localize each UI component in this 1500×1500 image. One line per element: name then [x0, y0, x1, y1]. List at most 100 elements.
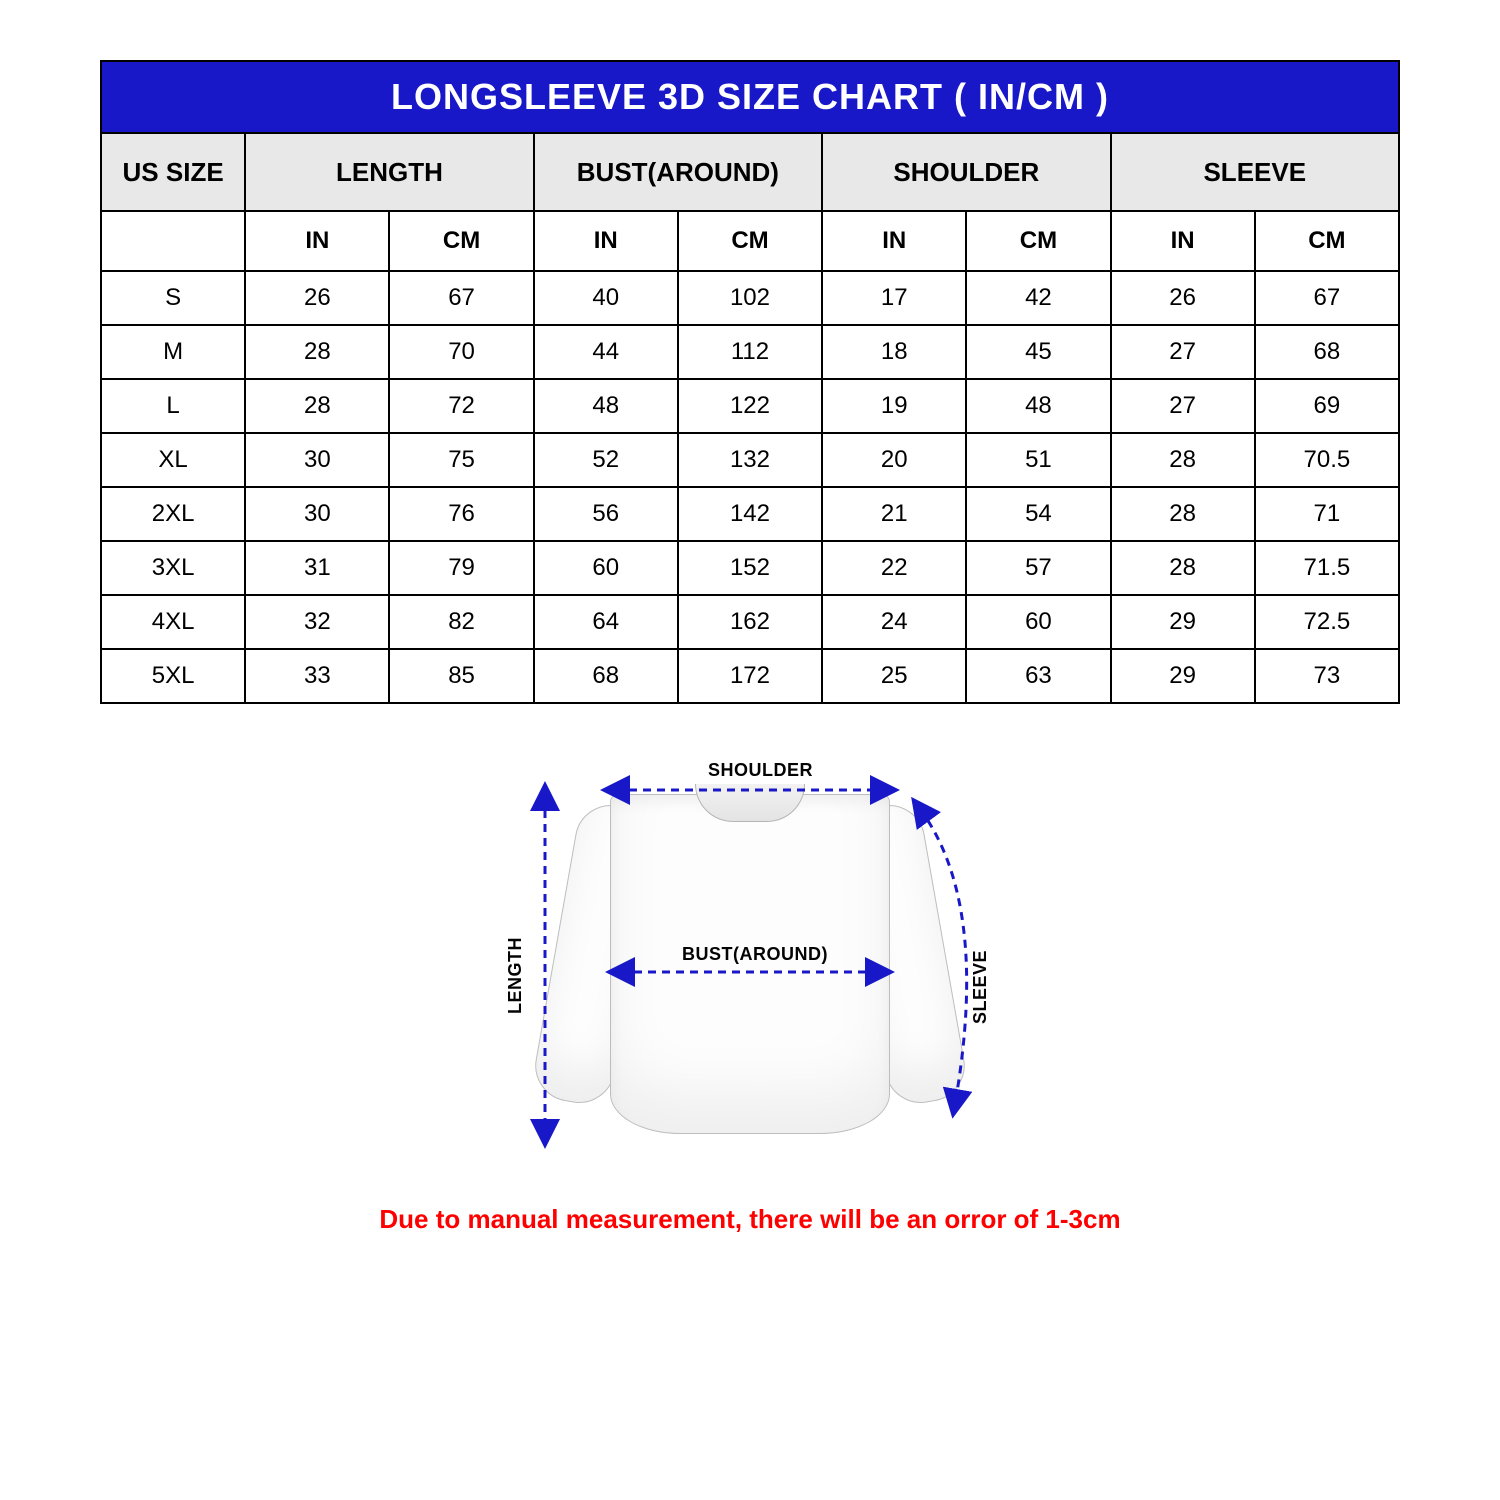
- table-cell: 76: [389, 487, 533, 541]
- table-cell: 142: [678, 487, 822, 541]
- table-cell: 31: [245, 541, 389, 595]
- table-cell: 71: [1255, 487, 1399, 541]
- label-length: LENGTH: [505, 937, 526, 1014]
- table-cell: M: [101, 325, 245, 379]
- table-cell: 48: [966, 379, 1110, 433]
- table-row: XL30755213220512870.5: [101, 433, 1399, 487]
- table-cell: 72.5: [1255, 595, 1399, 649]
- col-header: SHOULDER: [822, 133, 1110, 211]
- table-cell: 57: [966, 541, 1110, 595]
- table-cell: 71.5: [1255, 541, 1399, 595]
- shirt-diagram: SHOULDER BUST(AROUND) LENGTH SLEEVE: [100, 754, 1400, 1174]
- table-cell: 69: [1255, 379, 1399, 433]
- table-cell: 70.5: [1255, 433, 1399, 487]
- unit-header: [101, 211, 245, 271]
- table-cell: 30: [245, 487, 389, 541]
- table-cell: 68: [534, 649, 678, 703]
- table-row: S26674010217422667: [101, 271, 1399, 325]
- label-shoulder: SHOULDER: [708, 760, 813, 781]
- unit-header: IN: [1111, 211, 1255, 271]
- table-cell: 32: [245, 595, 389, 649]
- table-cell: 29: [1111, 595, 1255, 649]
- table-cell: 28: [1111, 541, 1255, 595]
- table-cell: 5XL: [101, 649, 245, 703]
- table-cell: 48: [534, 379, 678, 433]
- table-cell: 162: [678, 595, 822, 649]
- label-sleeve: SLEEVE: [970, 950, 991, 1024]
- table-cell: 26: [1111, 271, 1255, 325]
- table-row: L28724812219482769: [101, 379, 1399, 433]
- table-cell: 75: [389, 433, 533, 487]
- unit-header: IN: [245, 211, 389, 271]
- table-cell: 24: [822, 595, 966, 649]
- table-cell: 122: [678, 379, 822, 433]
- table-cell: 28: [1111, 433, 1255, 487]
- table-cell: 29: [1111, 649, 1255, 703]
- table-cell: 17: [822, 271, 966, 325]
- table-cell: 60: [966, 595, 1110, 649]
- table-cell: XL: [101, 433, 245, 487]
- table-cell: 56: [534, 487, 678, 541]
- table-cell: 85: [389, 649, 533, 703]
- table-body: S26674010217422667M28704411218452768L287…: [101, 271, 1399, 703]
- table-cell: 25: [822, 649, 966, 703]
- table-cell: 67: [389, 271, 533, 325]
- table-cell: 18: [822, 325, 966, 379]
- table-cell: 44: [534, 325, 678, 379]
- chart-title: LONGSLEEVE 3D SIZE CHART ( IN/CM ): [100, 60, 1400, 132]
- table-cell: 28: [245, 379, 389, 433]
- table-cell: 79: [389, 541, 533, 595]
- table-cell: 73: [1255, 649, 1399, 703]
- col-header: US SIZE: [101, 133, 245, 211]
- table-cell: 20: [822, 433, 966, 487]
- table-cell: 30: [245, 433, 389, 487]
- table-row: M28704411218452768: [101, 325, 1399, 379]
- table-cell: 4XL: [101, 595, 245, 649]
- table-cell: 22: [822, 541, 966, 595]
- table-cell: 2XL: [101, 487, 245, 541]
- col-header: BUST(AROUND): [534, 133, 822, 211]
- table-cell: 152: [678, 541, 822, 595]
- table-cell: 27: [1111, 379, 1255, 433]
- table-cell: 82: [389, 595, 533, 649]
- col-header: SLEEVE: [1111, 133, 1399, 211]
- measurement-note: Due to manual measurement, there will be…: [100, 1204, 1400, 1235]
- table-cell: 70: [389, 325, 533, 379]
- table-cell: 21: [822, 487, 966, 541]
- table-row: 2XL30765614221542871: [101, 487, 1399, 541]
- table-cell: 26: [245, 271, 389, 325]
- table-cell: 132: [678, 433, 822, 487]
- unit-header: IN: [822, 211, 966, 271]
- col-header: LENGTH: [245, 133, 533, 211]
- table-row: 3XL31796015222572871.5: [101, 541, 1399, 595]
- unit-header: IN: [534, 211, 678, 271]
- table-cell: 40: [534, 271, 678, 325]
- table-cell: 52: [534, 433, 678, 487]
- table-cell: 51: [966, 433, 1110, 487]
- table-cell: 72: [389, 379, 533, 433]
- table-cell: 54: [966, 487, 1110, 541]
- table-cell: 33: [245, 649, 389, 703]
- table-cell: 172: [678, 649, 822, 703]
- table-cell: 68: [1255, 325, 1399, 379]
- table-cell: 42: [966, 271, 1110, 325]
- table-cell: S: [101, 271, 245, 325]
- unit-header: CM: [678, 211, 822, 271]
- table-cell: 19: [822, 379, 966, 433]
- unit-header: CM: [966, 211, 1110, 271]
- table-cell: L: [101, 379, 245, 433]
- size-chart-table: US SIZELENGTHBUST(AROUND)SHOULDERSLEEVE …: [100, 132, 1400, 704]
- table-cell: 67: [1255, 271, 1399, 325]
- table-cell: 64: [534, 595, 678, 649]
- table-cell: 27: [1111, 325, 1255, 379]
- table-cell: 28: [1111, 487, 1255, 541]
- table-cell: 3XL: [101, 541, 245, 595]
- header-row-main: US SIZELENGTHBUST(AROUND)SHOULDERSLEEVE: [101, 133, 1399, 211]
- table-row: 5XL33856817225632973: [101, 649, 1399, 703]
- table-cell: 60: [534, 541, 678, 595]
- table-row: 4XL32826416224602972.5: [101, 595, 1399, 649]
- table-cell: 102: [678, 271, 822, 325]
- table-cell: 112: [678, 325, 822, 379]
- unit-header: CM: [389, 211, 533, 271]
- table-cell: 63: [966, 649, 1110, 703]
